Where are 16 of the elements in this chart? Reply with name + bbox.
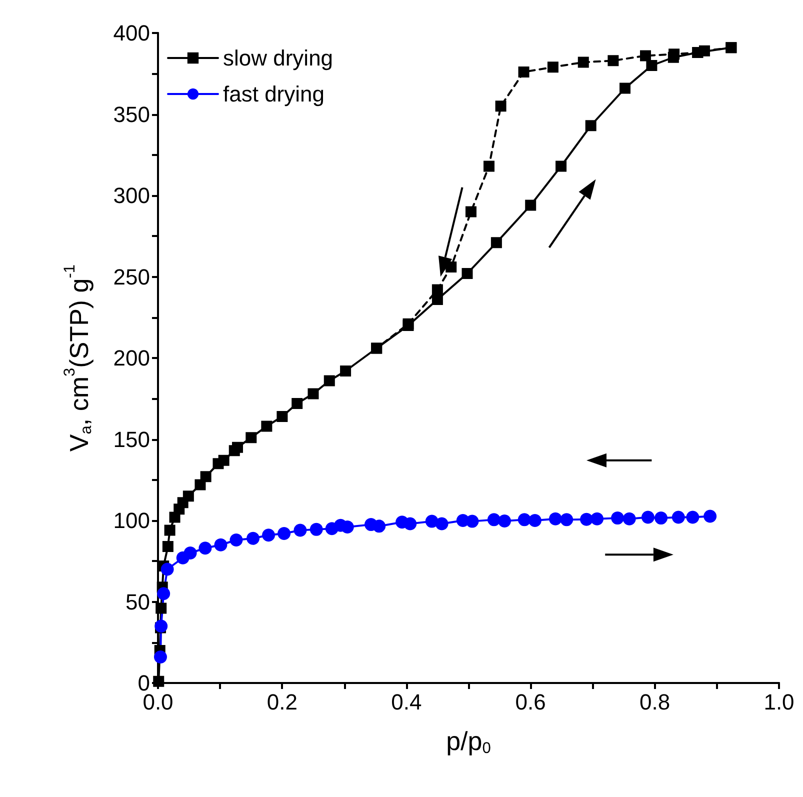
y-tick-label: 350: [113, 102, 150, 127]
x-tick-label: 0.2: [266, 690, 298, 714]
y-tick-label: 300: [113, 183, 150, 208]
y-tick-label: 400: [113, 20, 150, 46]
y-tick-label: 250: [113, 264, 150, 290]
legend-label: fast drying: [223, 82, 324, 106]
y-tick-label: 200: [113, 346, 150, 370]
x-tick-label: 0.4: [391, 690, 422, 714]
x-tick-label: 0.8: [640, 690, 670, 714]
x-tick-label: 1.0: [764, 690, 794, 714]
y-tick-label: 50: [126, 589, 150, 614]
y-tick-label: 150: [113, 426, 150, 452]
x-tick-label: 0.6: [515, 690, 546, 714]
y-axis-title: Va, cm3(STP) g-1: [61, 264, 96, 452]
legend-label: slow drying: [223, 46, 334, 70]
y-tick-label: 100: [113, 508, 150, 533]
